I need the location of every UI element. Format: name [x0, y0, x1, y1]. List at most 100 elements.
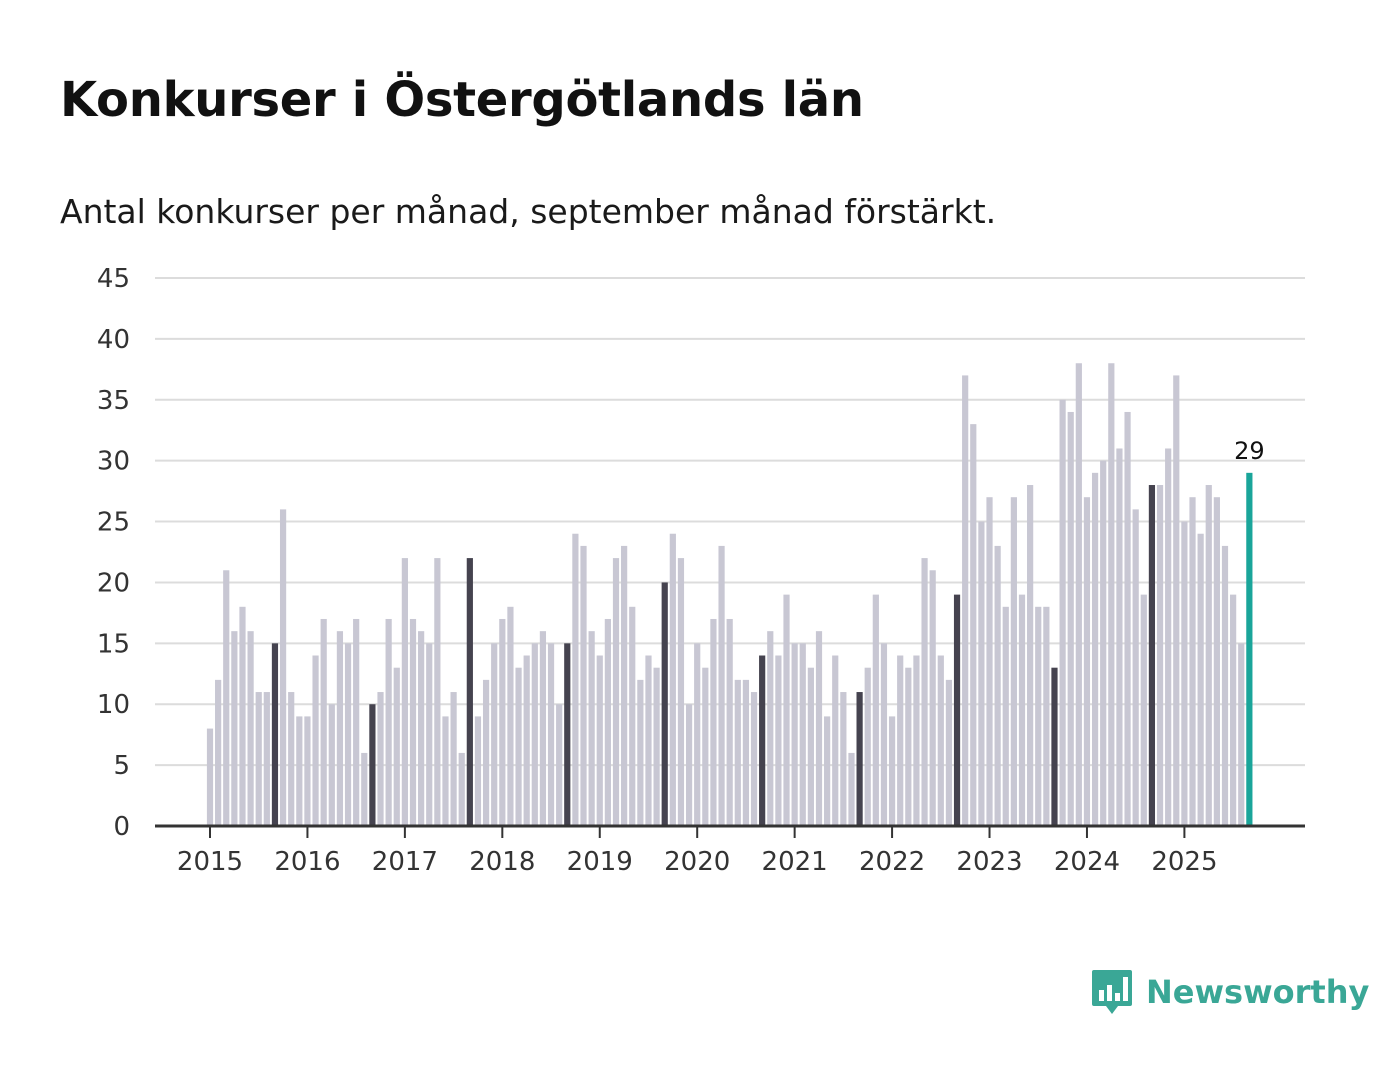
x-tick-label: 2022 [859, 847, 925, 877]
bar [710, 618, 717, 826]
bar [263, 692, 270, 826]
x-tick-label: 2025 [1151, 847, 1217, 877]
bar [369, 704, 376, 826]
bar [328, 704, 335, 826]
bar [685, 704, 693, 826]
x-tick-label: 2019 [567, 847, 633, 877]
bar [824, 716, 831, 826]
bar [279, 509, 287, 826]
y-tick-label: 10 [97, 690, 130, 720]
bar [621, 545, 628, 826]
bar [539, 631, 547, 826]
bar [1018, 594, 1026, 826]
bar [799, 643, 806, 826]
bar [223, 570, 230, 826]
bar [1010, 497, 1017, 826]
bar [466, 558, 473, 826]
bar [840, 692, 847, 826]
bar-chart-speech-bubble-icon [1092, 970, 1132, 1014]
bar [1148, 485, 1156, 826]
bar [1213, 497, 1220, 826]
bar [645, 655, 652, 826]
bar [970, 424, 977, 826]
bar [1124, 411, 1131, 826]
bar [491, 643, 498, 826]
bar [742, 679, 750, 826]
bar [1197, 533, 1204, 826]
bar [718, 545, 725, 826]
y-tick-label: 15 [97, 629, 130, 659]
x-tick-label: 2015 [177, 847, 243, 877]
bar [929, 570, 936, 826]
bar [556, 704, 563, 826]
data-labels: 29 [1234, 437, 1265, 465]
bar [1075, 363, 1082, 826]
bar [864, 667, 871, 826]
bar [726, 618, 733, 826]
bar [507, 606, 514, 826]
bar [1189, 497, 1196, 826]
bar [1108, 363, 1115, 826]
bar [564, 643, 571, 826]
x-axis: 2015 2016 2017 2018 2019 2020 2021 2022 2023 2024… [155, 824, 1305, 877]
bar [482, 679, 490, 826]
bar [1091, 472, 1099, 826]
bar [596, 655, 603, 826]
bar [231, 631, 238, 826]
bar [1246, 472, 1253, 826]
bar [385, 618, 392, 826]
bar [458, 752, 465, 826]
bar [572, 533, 579, 826]
bar [905, 667, 912, 826]
bar [677, 558, 685, 826]
bar [669, 533, 676, 826]
bar [1205, 485, 1212, 826]
bar [304, 716, 311, 826]
x-tick-label: 2023 [956, 847, 1022, 877]
y-tick-label: 35 [97, 386, 130, 416]
bar [1067, 411, 1074, 826]
bar [1059, 399, 1066, 826]
bar [653, 667, 660, 826]
bar [393, 667, 400, 826]
x-tick-label: 2016 [274, 847, 340, 877]
chart-subtitle: Antal konkurser per månad, september mån… [60, 192, 997, 231]
bar [832, 655, 839, 826]
x-tick-label: 2021 [762, 847, 828, 877]
bar [361, 752, 368, 826]
bar [1156, 485, 1164, 826]
y-tick-label: 30 [97, 447, 130, 477]
bar [702, 667, 709, 826]
bar [499, 618, 506, 826]
chart-title: Konkurser i Östergötlands län [60, 72, 864, 128]
bar [434, 558, 441, 826]
brand-logo: Newsworthy [1090, 968, 1369, 1016]
bar [921, 558, 928, 826]
bar [588, 631, 595, 826]
bar [312, 655, 319, 826]
bar [523, 655, 530, 826]
bar [994, 545, 1001, 826]
bar [580, 545, 587, 826]
bar [215, 679, 222, 826]
bar [791, 643, 798, 826]
bar [750, 692, 758, 826]
bar [442, 716, 449, 826]
bar [239, 606, 246, 826]
bar [1116, 448, 1123, 826]
x-tick-label: 2024 [1054, 847, 1120, 877]
bar [856, 692, 863, 826]
y-tick-label: 45 [97, 264, 130, 294]
bar [547, 643, 555, 826]
bar [978, 521, 985, 826]
bar [336, 631, 344, 826]
y-tick-label: 40 [97, 325, 130, 355]
latest-value-label: 29 [1234, 437, 1265, 465]
bar [320, 618, 327, 826]
bar [255, 692, 262, 826]
bar [1140, 594, 1147, 826]
bars [206, 363, 1253, 826]
bar [288, 692, 295, 826]
y-tick-label: 20 [97, 568, 130, 598]
